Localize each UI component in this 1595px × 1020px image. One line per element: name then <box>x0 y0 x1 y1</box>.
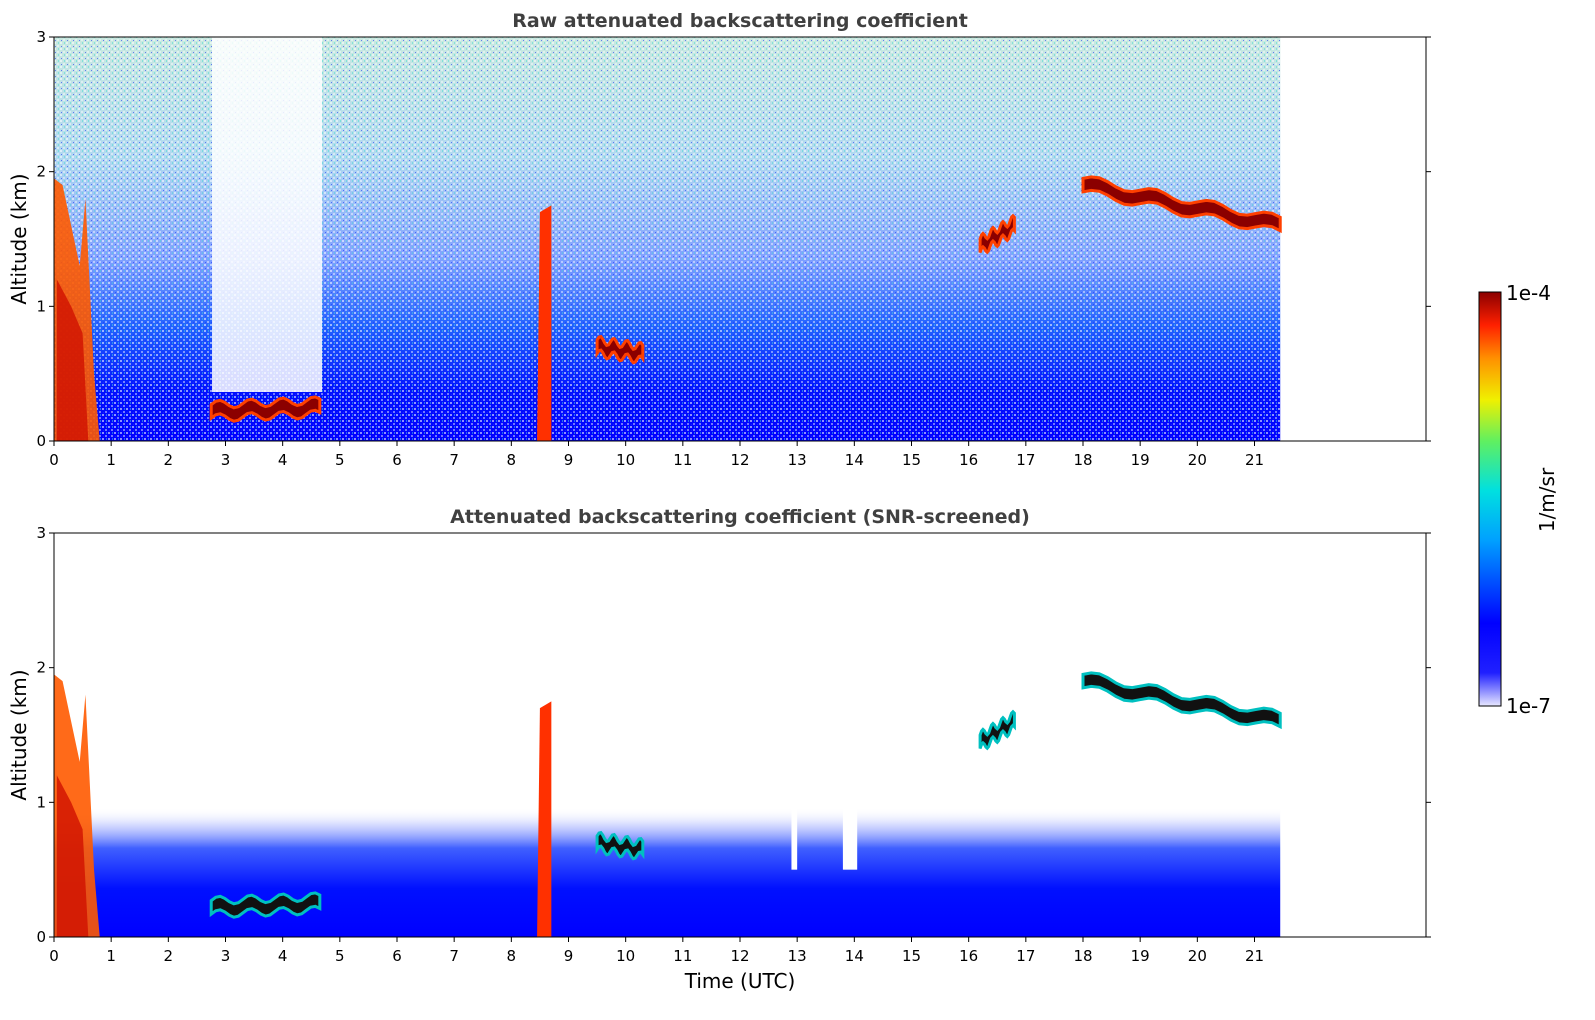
raw-panel-title: Raw attenuated backscattering coefficien… <box>512 10 968 32</box>
y-tick-label: 0 <box>36 432 46 450</box>
x-tick-label: 19 <box>1131 947 1150 965</box>
x-tick-label: 11 <box>673 451 692 469</box>
x-tick-label: 5 <box>335 451 345 469</box>
surface-aerosol-core <box>56 775 89 937</box>
x-tick-label: 20 <box>1188 451 1207 469</box>
x-tick-label: 6 <box>392 947 402 965</box>
raw-clear-gap <box>212 37 322 392</box>
x-tick-label: 3 <box>221 451 231 469</box>
x-tick-label: 12 <box>730 451 749 469</box>
x-tick-label: 14 <box>845 947 864 965</box>
x-axis-label: Time (UTC) <box>684 969 796 993</box>
x-tick-label: 2 <box>164 451 174 469</box>
cloud-column <box>537 205 552 441</box>
x-tick-label: 8 <box>507 451 517 469</box>
x-tick-label: 1 <box>106 947 116 965</box>
x-tick-label: 15 <box>902 451 921 469</box>
x-tick-label: 21 <box>1245 947 1264 965</box>
raw-backscatter-panel: Raw attenuated backscattering coefficien… <box>7 10 1431 469</box>
y-tick-label: 1 <box>36 297 46 315</box>
x-tick-label: 0 <box>49 947 59 965</box>
y-tick-label: 2 <box>36 163 46 181</box>
x-tick-label: 11 <box>673 947 692 965</box>
x-tick-label: 13 <box>788 451 807 469</box>
x-tick-label: 18 <box>1073 947 1092 965</box>
colorbar-min-label: 1e-7 <box>1506 694 1551 718</box>
cloud-layer <box>1081 671 1282 730</box>
x-tick-label: 10 <box>616 947 635 965</box>
x-tick-label: 12 <box>730 947 749 965</box>
x-tick-label: 17 <box>1016 451 1035 469</box>
cloud-layer <box>209 891 322 919</box>
y-tick-label: 3 <box>36 524 46 542</box>
y-tick-label: 3 <box>36 28 46 46</box>
y-tick-label: 0 <box>36 928 46 946</box>
x-tick-label: 15 <box>902 947 921 965</box>
colorbar-scale <box>1478 291 1502 707</box>
cloud-column <box>537 701 552 937</box>
x-tick-label: 4 <box>278 451 288 469</box>
x-tick-label: 10 <box>616 451 635 469</box>
x-tick-label: 16 <box>959 947 978 965</box>
x-tick-label: 4 <box>278 947 288 965</box>
raw-y-axis-label: Altitude (km) <box>7 173 31 304</box>
x-tick-label: 2 <box>164 947 174 965</box>
cloud-layer <box>209 395 322 423</box>
x-tick-label: 9 <box>564 451 574 469</box>
screened-backscatter-panel: Attenuated backscattering coefficient (S… <box>7 506 1431 993</box>
screened-y-axis-label: Altitude (km) <box>7 669 31 800</box>
cloud-layer <box>595 334 645 365</box>
screened-background-field <box>54 533 1281 937</box>
cloud-layer <box>978 709 1016 751</box>
x-tick-label: 7 <box>449 451 459 469</box>
x-tick-label: 1 <box>106 451 116 469</box>
colorbar-unit-label: 1/m/sr <box>1535 467 1559 532</box>
x-tick-label: 14 <box>845 451 864 469</box>
x-tick-label: 9 <box>564 947 574 965</box>
x-tick-label: 6 <box>392 451 402 469</box>
y-tick-label: 2 <box>36 659 46 677</box>
x-tick-label: 19 <box>1131 451 1150 469</box>
colorbar-max-label: 1e-4 <box>1506 281 1551 305</box>
x-tick-label: 17 <box>1016 947 1035 965</box>
colorbar: 1e-4 1e-7 1/m/sr <box>1478 281 1559 718</box>
x-tick-label: 7 <box>449 947 459 965</box>
x-tick-label: 18 <box>1073 451 1092 469</box>
x-tick-label: 21 <box>1245 451 1264 469</box>
surface-aerosol-core <box>56 279 89 441</box>
screened-gap <box>791 788 798 870</box>
screened-panel-title: Attenuated backscattering coefficient (S… <box>450 506 1030 528</box>
x-tick-label: 16 <box>959 451 978 469</box>
x-tick-label: 13 <box>788 947 807 965</box>
y-tick-label: 1 <box>36 793 46 811</box>
cloud-layer <box>978 213 1016 255</box>
x-tick-label: 5 <box>335 947 345 965</box>
x-tick-label: 20 <box>1188 947 1207 965</box>
screened-gap <box>842 761 858 870</box>
cloud-layer <box>595 830 645 861</box>
x-tick-label: 3 <box>221 947 231 965</box>
cloud-layer <box>1081 175 1282 234</box>
x-tick-label: 0 <box>49 451 59 469</box>
x-tick-label: 8 <box>507 947 517 965</box>
